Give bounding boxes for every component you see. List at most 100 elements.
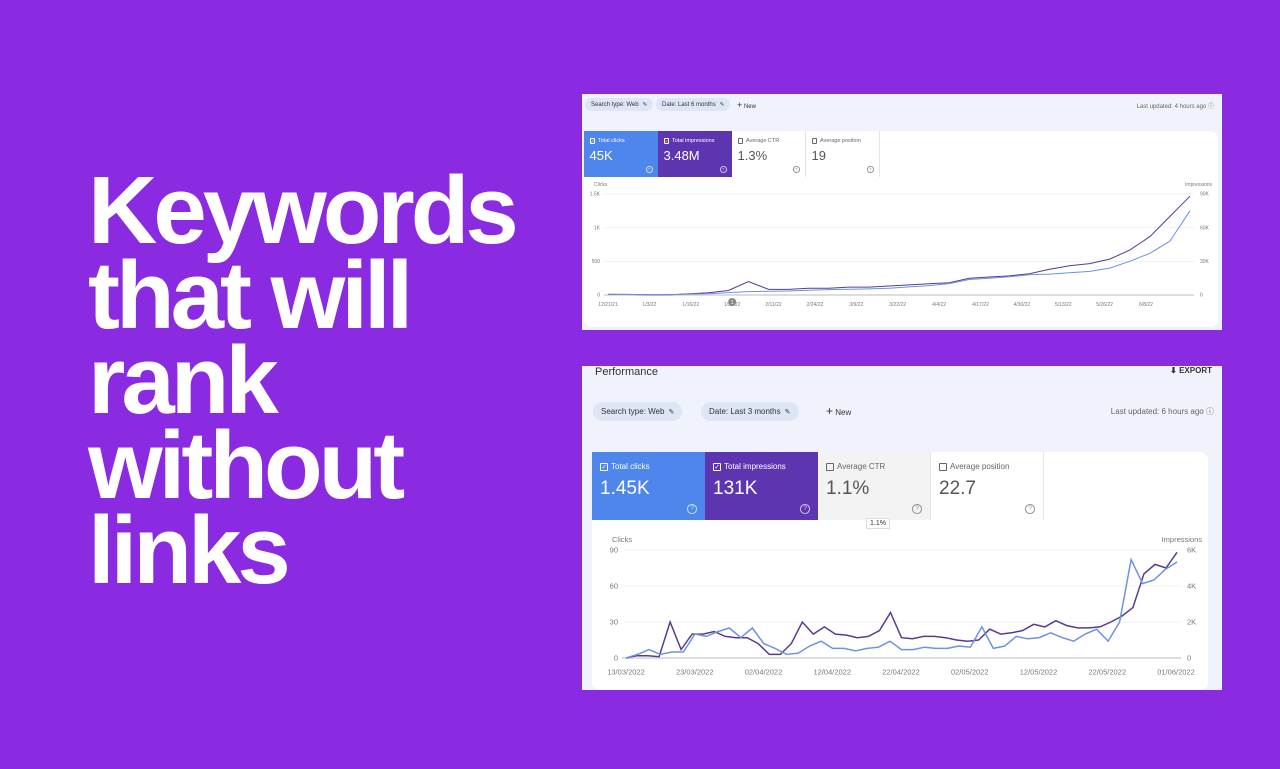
- checkbox-checked-icon[interactable]: ✓: [713, 462, 721, 471]
- y2-tick-label: 6K: [1187, 546, 1196, 555]
- download-icon: ⬇: [1170, 366, 1177, 375]
- checkbox-icon[interactable]: [826, 462, 834, 471]
- checkbox-checked-icon[interactable]: ✓: [589, 138, 595, 145]
- export-button[interactable]: ⬇ EXPORT: [1170, 366, 1212, 375]
- metric-tile-total-clicks[interactable]: ✓ Total clicks 45K ?: [584, 131, 658, 177]
- y-tick-label: 90: [610, 546, 618, 555]
- plus-icon: +: [826, 404, 834, 418]
- filter-date[interactable]: Date: Last 6 months ✎: [656, 98, 731, 111]
- metric-value: 22.7: [939, 477, 976, 499]
- metric-label: Average CTR: [837, 462, 886, 472]
- x-tick-label: 12/21/21: [598, 302, 618, 308]
- headline-line: rank: [88, 327, 279, 434]
- x-tick-label: 01/06/2022: [1157, 668, 1195, 677]
- metric-value: 1.3%: [737, 148, 768, 164]
- x-tick-label: 1/3/22: [642, 302, 656, 308]
- checkbox-checked-icon[interactable]: ✓: [600, 462, 608, 471]
- x-tick-label: 5/26/22: [1096, 302, 1113, 308]
- x-tick-label: 02/04/2022: [745, 668, 783, 677]
- y-axis-title: Clicks: [612, 535, 632, 544]
- metric-value: 45K: [589, 148, 613, 164]
- pencil-icon: ✎: [668, 407, 675, 416]
- filter-search-type[interactable]: Search type: Web ✎: [585, 98, 654, 111]
- metric-tile-total-impressions[interactable]: ✓ Total impressions 3.48M ?: [658, 131, 732, 177]
- new-filter-button[interactable]: + New: [737, 100, 756, 110]
- performance-card: ✓ Total clicks 1.45K ? ✓ Total impressions …: [592, 452, 1208, 690]
- headline-line: Keywords: [88, 157, 519, 264]
- y-tick-label: 0: [597, 293, 600, 299]
- metric-value: 3.48M: [663, 148, 700, 164]
- help-icon[interactable]: ?: [719, 166, 727, 173]
- metric-tile-total-clicks[interactable]: ✓ Total clicks 1.45K ?: [592, 452, 705, 520]
- help-icon: ⓘ: [1207, 104, 1214, 110]
- help-icon[interactable]: ?: [1025, 504, 1035, 514]
- pencil-icon: ✎: [784, 407, 791, 416]
- metric-label: Average position: [950, 462, 1010, 472]
- x-tick-label: 5/13/22: [1055, 302, 1072, 308]
- help-icon[interactable]: ?: [792, 166, 800, 173]
- y-tick-label: 0: [614, 654, 618, 663]
- x-tick-label: 1/16/22: [682, 302, 699, 308]
- metric-label: Total clicks: [598, 138, 625, 145]
- series-line-clicks: [625, 557, 1178, 659]
- x-tick-label: 02/05/2022: [951, 668, 989, 677]
- checkbox-checked-icon[interactable]: ✓: [663, 138, 669, 145]
- help-icon[interactable]: ?: [687, 504, 697, 514]
- y2-axis-title: Impressions: [1185, 182, 1212, 188]
- pencil-icon: ✎: [719, 101, 725, 108]
- metric-label: Average position: [820, 138, 861, 145]
- series-line-clicks: [607, 210, 1191, 296]
- annotation-label: 1: [731, 300, 734, 306]
- new-label: New: [835, 408, 852, 417]
- checkbox-icon[interactable]: [737, 138, 743, 144]
- last-updated-text: Last updated: 6 hours ago: [1110, 407, 1204, 416]
- last-updated-text: Last updated: 4 hours ago: [1136, 104, 1207, 110]
- y2-tick-label: 0: [1187, 654, 1191, 663]
- help-icon[interactable]: ?: [800, 504, 810, 514]
- filter-label: Search type: Web: [591, 101, 639, 108]
- metric-label: Total impressions: [672, 138, 715, 145]
- y2-tick-label: 60K: [1200, 225, 1210, 231]
- last-updated: Last updated: 4 hours ago ⓘ: [1137, 101, 1214, 110]
- y2-tick-label: 0: [1200, 293, 1203, 299]
- filter-search-type[interactable]: Search type: Web ✎: [593, 402, 683, 421]
- x-tick-label: 4/30/22: [1014, 302, 1031, 308]
- performance-chart: Clicks Impressions 0 0 30 2K 60 4K 90 6K 13/03/202…: [607, 535, 1202, 677]
- metric-tile-average-ctr[interactable]: Average CTR 1.3% ?: [732, 131, 806, 177]
- checkbox-icon[interactable]: [939, 462, 947, 471]
- help-icon[interactable]: ?: [912, 504, 922, 514]
- y-axis-title: Clicks: [594, 182, 608, 188]
- filter-date[interactable]: Date: Last 3 months ✎: [701, 402, 799, 421]
- metric-tile-average-position[interactable]: Average position 22.7 ?: [931, 452, 1044, 520]
- y-tick-label: 1.5K: [590, 192, 601, 198]
- annotation-marker: [728, 298, 737, 306]
- headline-line: that will: [88, 242, 413, 349]
- series-line-impressions: [625, 551, 1178, 659]
- help-icon: ⓘ: [1206, 407, 1214, 416]
- y2-tick-label: 30K: [1200, 259, 1210, 265]
- metric-label: Total impressions: [724, 462, 786, 472]
- ctr-tooltip: 1.1%: [866, 518, 890, 529]
- x-tick-label: 6/8/22: [1139, 302, 1153, 308]
- page-title: Performance: [595, 366, 658, 378]
- metric-value: 1.1%: [826, 477, 870, 499]
- metric-tile-average-position[interactable]: Average position 19 ?: [806, 131, 880, 177]
- x-tick-label: 3/9/22: [849, 302, 863, 308]
- x-tick-label: 2/24/22: [807, 302, 824, 308]
- help-icon[interactable]: ?: [645, 166, 653, 173]
- new-filter-button[interactable]: + New: [826, 404, 851, 418]
- headline: Keywords that will rank without links: [88, 157, 519, 599]
- metric-tile-average-ctr[interactable]: Average CTR 1.1% ?: [818, 452, 931, 520]
- x-tick-label: 23/03/2022: [676, 668, 714, 677]
- metric-value: 1.45K: [600, 477, 650, 499]
- help-icon[interactable]: ?: [866, 166, 874, 173]
- filter-label: Search type: Web: [601, 407, 665, 416]
- metric-label: Average CTR: [746, 138, 780, 145]
- series-line-impressions: [608, 195, 1191, 296]
- checkbox-icon[interactable]: [811, 138, 817, 144]
- filter-label: Date: Last 6 months: [662, 101, 716, 108]
- x-tick-label: 22/04/2022: [882, 668, 920, 677]
- x-tick-label: 12/05/2022: [1020, 668, 1058, 677]
- metric-tile-total-impressions[interactable]: ✓ Total impressions 131K ?: [705, 452, 818, 520]
